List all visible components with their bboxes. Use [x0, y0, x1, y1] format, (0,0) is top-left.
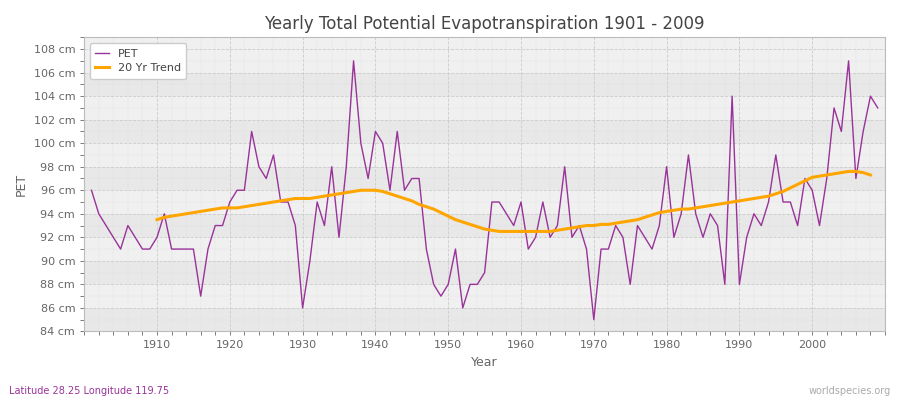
PET [356, 141, 366, 146]
20 Yr Trend [341, 190, 352, 195]
Line: PET: PET [92, 61, 878, 320]
Y-axis label: PET: PET [15, 173, 28, 196]
Bar [85, 214, 885, 237]
Bar [85, 237, 885, 261]
20 Yr Trend [319, 194, 329, 198]
Title: Yearly Total Potential Evapotranspiration 1901 - 2009: Yearly Total Potential Evapotranspiratio… [265, 15, 705, 33]
Bar [85, 308, 885, 332]
Text: Latitude 28.25 Longitude 119.75: Latitude 28.25 Longitude 119.75 [9, 386, 169, 396]
Bar [85, 167, 885, 190]
Bar [85, 120, 885, 143]
20 Yr Trend [719, 201, 730, 206]
PET [348, 58, 359, 63]
Legend: PET, 20 Yr Trend: PET, 20 Yr Trend [90, 43, 186, 79]
Bar [85, 96, 885, 120]
PET [516, 200, 526, 204]
Line: 20 Yr Trend: 20 Yr Trend [157, 172, 870, 232]
Bar [85, 143, 885, 167]
20 Yr Trend [151, 217, 162, 222]
PET [589, 317, 599, 322]
PET [304, 258, 315, 263]
Bar [85, 73, 885, 96]
X-axis label: Year: Year [472, 356, 498, 369]
20 Yr Trend [494, 229, 505, 234]
20 Yr Trend [865, 172, 876, 177]
20 Yr Trend [516, 229, 526, 234]
Bar [85, 261, 885, 284]
PET [86, 188, 97, 193]
Bar [85, 49, 885, 73]
Bar [85, 284, 885, 308]
Bar [85, 190, 885, 214]
PET [617, 235, 628, 240]
Text: worldspecies.org: worldspecies.org [809, 386, 891, 396]
20 Yr Trend [370, 188, 381, 193]
PET [144, 247, 155, 252]
20 Yr Trend [537, 229, 548, 234]
PET [523, 247, 534, 252]
PET [872, 106, 883, 110]
20 Yr Trend [843, 169, 854, 174]
